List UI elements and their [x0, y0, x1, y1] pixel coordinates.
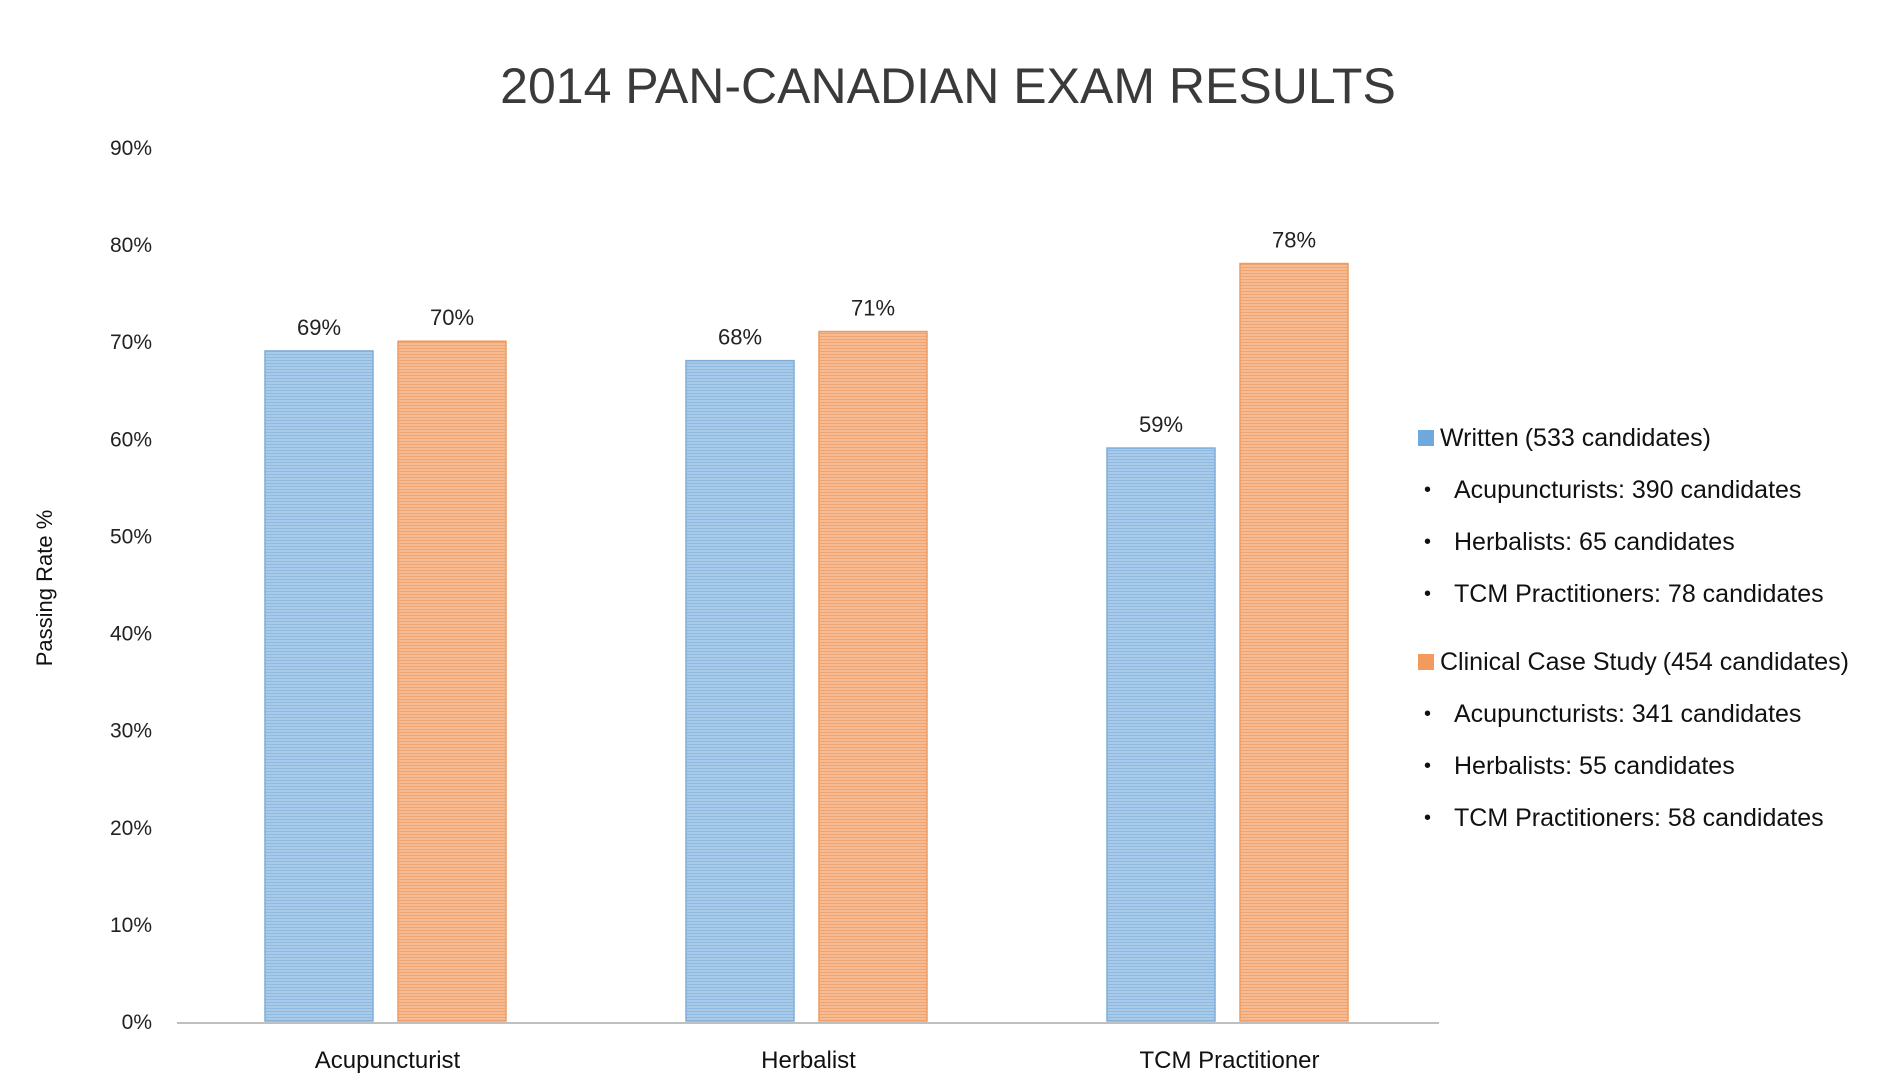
legend-item-text: Herbalists: 55 candidates	[1454, 751, 1735, 780]
y-tick-label: 80%	[110, 234, 152, 257]
bars	[264, 262, 1349, 1022]
x-axis-categories: Acupuncturist Herbalist TCM Practitioner	[315, 1047, 1320, 1074]
bar-clinical-case-study-tcm-practitioner	[1239, 262, 1349, 1022]
bar-written-acupuncturist	[264, 350, 374, 1022]
legend-item: • TCM Practitioners: 78 candidates	[1418, 576, 1878, 612]
legend-swatch-clinical	[1418, 654, 1434, 670]
bullet-icon: •	[1424, 582, 1432, 605]
legend-entry-clinical: Clinical Case Study (454 candidates)	[1418, 644, 1878, 680]
legend-series-note: (454 candidates)	[1662, 647, 1849, 676]
bar-clinical-case-study-acupuncturist	[397, 340, 507, 1022]
y-tick-label: 0%	[122, 1011, 152, 1034]
y-tick-label: 40%	[110, 623, 152, 646]
bar-clinical-case-study-herbalist	[818, 330, 928, 1022]
y-axis-label: Passing Rate %	[32, 510, 57, 667]
legend-item-text: Acupuncturists: 341 candidates	[1454, 699, 1802, 728]
legend-item: • Herbalists: 65 candidates	[1418, 524, 1878, 560]
legend-group-written: Written (533 candidates) • Acupuncturist…	[1418, 420, 1878, 612]
y-tick-label: 30%	[110, 720, 152, 743]
legend-entry-written: Written (533 candidates)	[1418, 420, 1878, 456]
bullet-icon: •	[1424, 754, 1432, 777]
chart-title: 2014 PAN-CANADIAN EXAM RESULTS	[500, 58, 1396, 114]
y-tick-label: 60%	[110, 428, 152, 451]
legend-series-name: Clinical Case Study	[1440, 647, 1657, 676]
data-label: 70%	[430, 305, 474, 330]
x-category-label: Acupuncturist	[315, 1047, 461, 1074]
legend-item: • Herbalists: 55 candidates	[1418, 748, 1878, 784]
data-label: 69%	[297, 315, 341, 340]
legend-item-text: Herbalists: 65 candidates	[1454, 527, 1735, 556]
bar-written-tcm-practitioner	[1106, 447, 1216, 1022]
y-tick-label: 20%	[110, 817, 152, 840]
legend-item: • Acupuncturists: 341 candidates	[1418, 696, 1878, 732]
legend-item: • TCM Practitioners: 58 candidates	[1418, 800, 1878, 836]
bullet-icon: •	[1424, 806, 1432, 829]
data-label: 59%	[1139, 412, 1183, 437]
data-label: 71%	[851, 296, 895, 321]
bullet-icon: •	[1424, 478, 1432, 501]
data-label: 78%	[1272, 228, 1316, 253]
data-labels: 69% 70% 68% 71% 59% 78%	[297, 228, 1316, 438]
x-category-label: Herbalist	[761, 1047, 856, 1074]
y-tick-label: 70%	[110, 331, 152, 354]
y-tick-label: 10%	[110, 914, 152, 937]
data-label: 68%	[718, 325, 762, 350]
legend-item-text: TCM Practitioners: 78 candidates	[1454, 579, 1824, 608]
legend-group-clinical: Clinical Case Study (454 candidates) • A…	[1418, 644, 1878, 836]
legend-swatch-written	[1418, 430, 1434, 446]
bullet-icon: •	[1424, 702, 1432, 725]
x-category-label: TCM Practitioner	[1139, 1047, 1319, 1074]
y-axis-ticks: 0% 10% 20% 30% 40% 50% 60% 70% 80% 90%	[110, 137, 152, 1034]
bullet-icon: •	[1424, 530, 1432, 553]
legend-series-note: (533 candidates)	[1524, 423, 1711, 452]
legend-series-name: Written	[1440, 423, 1519, 452]
legend-item: • Acupuncturists: 390 candidates	[1418, 472, 1878, 508]
legend: Written (533 candidates) • Acupuncturist…	[1418, 420, 1878, 868]
legend-item-text: Acupuncturists: 390 candidates	[1454, 475, 1802, 504]
bar-written-herbalist	[685, 359, 795, 1022]
y-tick-label: 90%	[110, 137, 152, 160]
legend-item-text: TCM Practitioners: 58 candidates	[1454, 803, 1824, 832]
y-tick-label: 50%	[110, 525, 152, 548]
